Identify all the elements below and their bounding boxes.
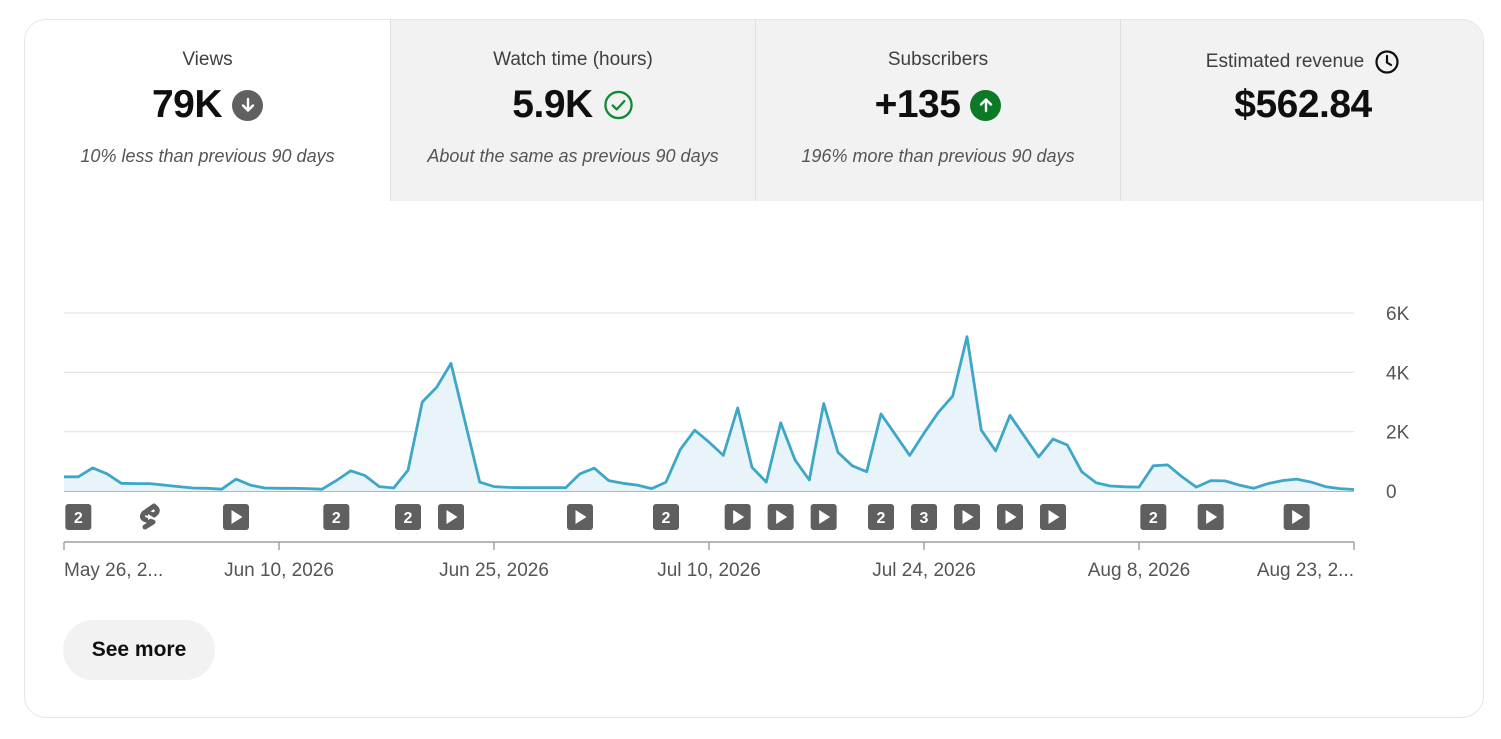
metric-label-row: Estimated revenue — [1121, 49, 1483, 75]
video-count-marker[interactable]: 2 — [65, 504, 92, 530]
see-more-button[interactable]: See more — [63, 620, 215, 680]
video-marker-icon[interactable] — [997, 504, 1023, 530]
x-tick-label: Jul 10, 2026 — [657, 560, 761, 581]
video-marker-icon[interactable] — [767, 504, 794, 530]
video-count-marker[interactable]: 2 — [1140, 504, 1167, 530]
arrow-down-circle-icon — [232, 89, 264, 121]
x-tick-label: Jun 25, 2026 — [439, 560, 549, 581]
metric-tabs: Views 79K 10% less than previous 90 days… — [25, 20, 1483, 201]
video-count-marker[interactable]: 2 — [868, 504, 894, 530]
marker-count-label: 2 — [404, 510, 413, 527]
y-tick-label: 4K — [1386, 363, 1410, 384]
video-count-marker[interactable]: 3 — [911, 504, 937, 530]
metric-value-row: 5.9K — [391, 83, 755, 127]
shorts-marker-icon[interactable] — [139, 503, 160, 530]
x-tick-label: Jun 10, 2026 — [224, 560, 334, 581]
video-marker-icon[interactable] — [567, 504, 593, 530]
video-marker-icon[interactable] — [438, 504, 464, 530]
marker-count-label: 3 — [920, 510, 929, 527]
metric-value-row: +135 — [756, 83, 1120, 127]
metric-value: 79K — [151, 83, 223, 126]
video-marker-icon[interactable] — [810, 504, 837, 530]
metric-label: Subscribers — [887, 49, 989, 70]
metric-comparison: About the same as previous 90 days — [427, 146, 719, 166]
views-area — [64, 336, 1354, 491]
video-marker-icon[interactable] — [724, 504, 751, 530]
video-marker-icon[interactable] — [1040, 504, 1066, 530]
marker-count-label: 2 — [332, 510, 341, 527]
analytics-card: Views 79K 10% less than previous 90 days… — [24, 19, 1484, 718]
views-line — [64, 335, 1355, 491]
x-tick-label: Aug 8, 2026 — [1088, 560, 1190, 581]
y-tick-label: 2K — [1386, 423, 1410, 444]
marker-count-label: 2 — [877, 510, 886, 527]
metric-comparison: 196% more than previous 90 days — [801, 146, 1075, 166]
marker-count-label: 2 — [1149, 510, 1158, 527]
video-marker-icon[interactable] — [954, 504, 980, 530]
video-marker-icon[interactable] — [1283, 504, 1310, 530]
video-marker-icon[interactable] — [223, 504, 249, 530]
metric-value: +135 — [874, 83, 961, 126]
y-tick-label: 6K — [1386, 304, 1410, 325]
metric-value: 5.9K — [512, 83, 593, 126]
check-circle-icon — [603, 90, 634, 121]
marker-count-label: 2 — [74, 510, 83, 527]
arrow-up-circle-icon — [970, 89, 1002, 121]
clock-icon[interactable] — [1374, 49, 1400, 75]
video-marker-icon[interactable] — [1197, 504, 1224, 530]
marker-count-label: 2 — [662, 510, 671, 527]
metric-value-row: 79K — [25, 83, 390, 127]
metric-comparison: 10% less than previous 90 days — [80, 146, 335, 166]
x-tick-label: May 26, 2... — [64, 560, 163, 581]
x-tick-label: Aug 23, 2... — [1257, 560, 1354, 581]
x-tick-label: Jul 24, 2026 — [872, 560, 976, 581]
tab-subscribers[interactable]: Subscribers +135 196% more than previous… — [755, 20, 1120, 201]
metric-value: $562.84 — [1234, 83, 1372, 126]
views-chart: 0 2K 4K 6K 2 2 2 2 2 3 2 May 26, 2... Jun 10, 2026 Ju… — [25, 201, 1483, 621]
video-count-marker[interactable]: 2 — [395, 504, 421, 530]
tab-views[interactable]: Views 79K 10% less than previous 90 days — [25, 20, 390, 201]
tab-estimated-revenue[interactable]: Estimated revenue $562.84 — [1120, 20, 1483, 201]
video-count-marker[interactable]: 2 — [653, 504, 679, 530]
metric-label: Watch time (hours) — [493, 49, 653, 70]
y-tick-label: 0 — [1386, 482, 1397, 503]
metric-label: Estimated revenue — [1205, 51, 1365, 72]
metric-label: Views — [182, 49, 233, 70]
views-chart-svg: 0 2K 4K 6K 2 2 2 2 2 3 2 May 26, 2... Jun 10, 2026 Ju… — [63, 304, 1410, 581]
video-count-marker[interactable]: 2 — [323, 504, 350, 530]
tab-watch-time[interactable]: Watch time (hours) 5.9K About the same a… — [390, 20, 755, 201]
metric-value-row: $562.84 — [1121, 83, 1483, 127]
